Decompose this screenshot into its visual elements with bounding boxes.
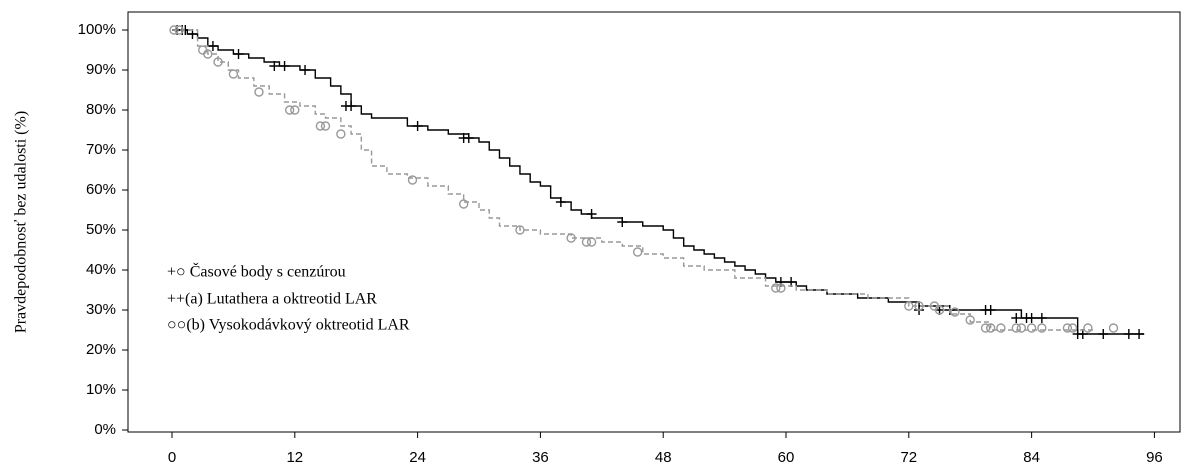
censor-mark [985, 305, 996, 315]
censor-mark [207, 41, 218, 51]
censor-mark [346, 101, 357, 111]
censor-mark [1062, 323, 1073, 333]
censor-mark [290, 105, 300, 115]
censor-mark [336, 129, 346, 139]
censor-mark [914, 301, 924, 311]
censor-mark [174, 25, 184, 35]
censor-mark [254, 87, 264, 97]
y-tick-label: 60% [86, 181, 116, 198]
y-tick-label: 90% [86, 61, 116, 78]
x-tick-label: 72 [900, 449, 917, 466]
x-tick-label: 96 [1146, 449, 1163, 466]
survival-curve [172, 29, 1094, 331]
censor-mark [1036, 313, 1047, 323]
censor-mark [996, 323, 1006, 333]
legend-entry: ++(a) Lutathera a oktreotid LAR [167, 291, 377, 308]
plot-frame [127, 11, 1181, 433]
censor-mark [203, 49, 213, 59]
censor-mark [1026, 323, 1037, 333]
x-tick-label: 24 [409, 449, 426, 466]
censor-mark [458, 199, 469, 209]
censor-mark [284, 105, 295, 115]
censor-mark [279, 61, 290, 71]
x-tick-label: 12 [286, 449, 303, 466]
censor-mark [233, 49, 244, 59]
x-tick-label: 0 [168, 449, 176, 466]
censor-mark [515, 225, 525, 235]
y-tick-label: 0% [94, 421, 116, 438]
y-tick-label: 30% [86, 301, 116, 318]
x-tick-label: 84 [1023, 449, 1040, 466]
censor-mark [1123, 329, 1134, 339]
censor-mark [904, 301, 914, 311]
censor-mark [934, 305, 945, 315]
censor-mark [776, 283, 786, 293]
censor-mark [1011, 313, 1022, 323]
legend-censor-note: +○ Časové body s cenzúrou [167, 262, 346, 281]
censor-mark [1067, 323, 1078, 333]
x-tick-label: 36 [532, 449, 549, 466]
censor-mark [463, 133, 474, 143]
survival-curve [172, 29, 1145, 335]
censor-mark [1016, 323, 1027, 333]
censor-mark [269, 61, 280, 71]
censor-mark [1083, 323, 1093, 333]
censor-mark [566, 233, 576, 243]
y-tick-label: 70% [86, 141, 116, 158]
censor-mark [213, 57, 223, 67]
legend-entry: ○○(b) Vysokodávkový oktreotid LAR [167, 317, 410, 334]
censor-mark [412, 121, 423, 131]
y-tick-label: 100% [78, 21, 116, 38]
censor-mark [632, 247, 643, 257]
censor-mark [980, 323, 991, 333]
censor-mark [555, 197, 566, 207]
censor-mark [1108, 323, 1119, 333]
censor-mark [581, 237, 592, 247]
y-tick-label: 80% [86, 101, 116, 118]
y-tick-label: 10% [86, 381, 116, 398]
censor-mark [771, 283, 781, 293]
y-tick-label: 50% [86, 221, 116, 238]
y-tick-label: 40% [86, 261, 116, 278]
censor-mark [169, 25, 179, 35]
censor-mark [300, 65, 311, 75]
x-tick-label: 60 [778, 449, 795, 466]
y-axis-label: Pravdepodobnosť bez udalosti (%) [13, 111, 30, 333]
censor-mark [586, 237, 597, 247]
censor-mark [407, 175, 418, 185]
censor-mark [617, 217, 628, 227]
censor-mark [1026, 313, 1037, 323]
censor-mark [965, 315, 975, 325]
censor-mark [586, 209, 597, 219]
y-tick-label: 20% [86, 341, 116, 358]
censor-mark [950, 307, 960, 317]
censor-mark [228, 69, 239, 79]
censor-mark [315, 121, 326, 131]
x-tick-label: 48 [655, 449, 672, 466]
censor-mark [1037, 323, 1047, 333]
censor-mark [1134, 329, 1145, 339]
censor-mark [985, 323, 996, 333]
censor-mark [1011, 323, 1021, 333]
censor-mark [320, 121, 331, 131]
censor-mark [1098, 329, 1109, 339]
